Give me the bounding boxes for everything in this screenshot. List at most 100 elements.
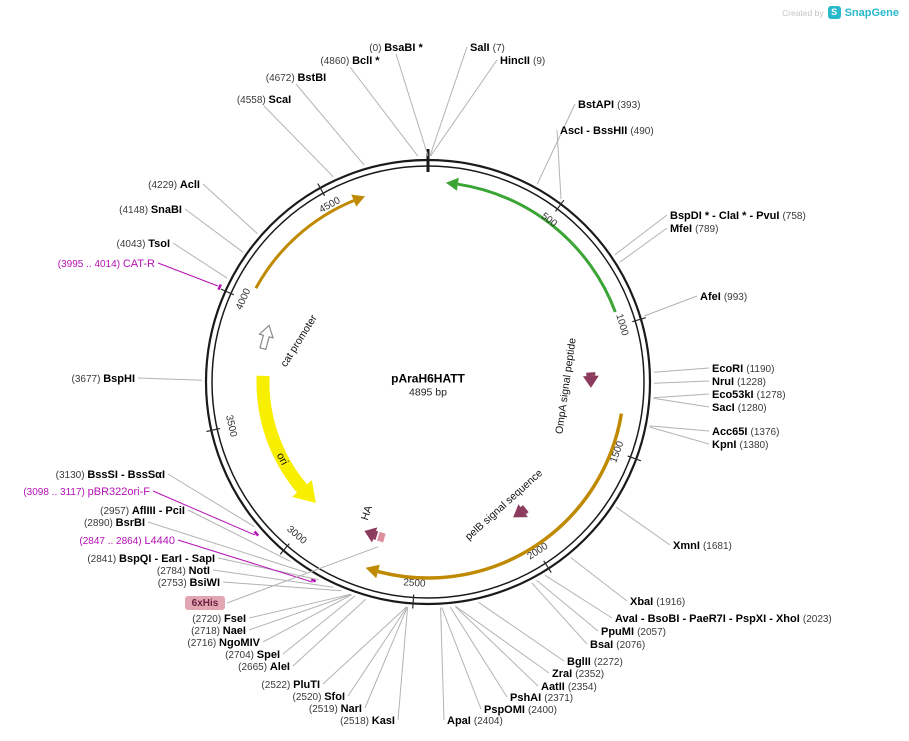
site-label-bstapi[interactable]: BstAPI (393) bbox=[578, 99, 640, 111]
site-label-kasi[interactable]: (2518) KasI bbox=[340, 715, 395, 727]
site-label-saci[interactable]: SacI (1280) bbox=[712, 402, 767, 414]
leader-line-avai-bsobi-paer7i-pspxi-xhoi bbox=[544, 574, 613, 619]
leader-line-l4440 bbox=[177, 539, 313, 583]
site-label-sfoi[interactable]: (2520) SfoI bbox=[293, 691, 345, 703]
leader-line-pluti bbox=[322, 606, 407, 685]
site-label-ecori[interactable]: EcoRI (1190) bbox=[712, 363, 774, 375]
site-label-aatii[interactable]: AatII (2354) bbox=[541, 681, 597, 693]
site-label-naei[interactable]: (2718) NaeI bbox=[191, 625, 246, 637]
site-label-acli[interactable]: (4229) AclI bbox=[148, 179, 200, 191]
his-tag-badge[interactable] bbox=[185, 596, 225, 610]
leader-line-bstbi bbox=[295, 83, 365, 166]
site-label-afliii-pcii[interactable]: (2957) AflIII - PciI bbox=[100, 505, 185, 517]
cat-cds-feature-arrowhead[interactable] bbox=[351, 194, 365, 207]
leader-line-spei bbox=[282, 595, 356, 655]
site-label-ppumi[interactable]: PpuMI (2057) bbox=[601, 626, 666, 638]
leader-line-sali bbox=[429, 46, 468, 157]
site-label-bglii[interactable]: BglII (2272) bbox=[567, 656, 623, 668]
site-label-alei[interactable]: (2665) AleI bbox=[238, 661, 290, 673]
site-label-kpni[interactable]: KpnI (1380) bbox=[712, 439, 768, 451]
feature-label-ori[interactable]: ori bbox=[274, 451, 290, 467]
feature-label-ha[interactable]: HA bbox=[359, 504, 375, 522]
leader-line-nari bbox=[364, 606, 408, 709]
his6-tag-feature[interactable] bbox=[377, 531, 386, 543]
site-label-pbr322ori-f[interactable]: (3098 .. 3117) pBR322ori-F bbox=[23, 486, 150, 498]
site-label-nrui[interactable]: NruI (1228) bbox=[712, 376, 766, 388]
site-label-zrai[interactable]: ZraI (2352) bbox=[552, 668, 604, 680]
feature-label-pelb-signal-sequence[interactable]: pelB signal sequence bbox=[463, 467, 545, 543]
feature-label-cat-promoter[interactable]: cat promoter bbox=[278, 312, 320, 369]
site-label-tsoi[interactable]: (4043) TsoI bbox=[117, 238, 170, 250]
site-label-pshai[interactable]: PshAI (2371) bbox=[510, 692, 573, 704]
his-tag-badge-label: 6xHis bbox=[192, 598, 219, 609]
site-label-acc65i[interactable]: Acc65I (1376) bbox=[712, 426, 779, 438]
site-label-noti[interactable]: (2784) NotI bbox=[157, 565, 210, 577]
site-label-nari[interactable]: (2519) NarI bbox=[309, 703, 362, 715]
leader-line-bspqi-eari-sapi bbox=[217, 557, 319, 581]
site-label-pluti[interactable]: (2522) PluTI bbox=[261, 679, 320, 691]
site-label-ngomiv[interactable]: (2716) NgoMIV bbox=[187, 637, 260, 649]
fusion-orf-feature[interactable] bbox=[377, 413, 624, 580]
site-label-bspqi-eari-sapi[interactable]: (2841) BspQI - EarI - SapI bbox=[87, 553, 215, 565]
leader-line-hincii bbox=[430, 59, 498, 157]
pelb-signal-sequence-feature-arrowhead[interactable] bbox=[513, 504, 528, 518]
ompa-signal-peptide-feature-arrowhead[interactable] bbox=[582, 375, 599, 388]
site-label-bsiwi[interactable]: (2753) BsiWI bbox=[158, 577, 220, 589]
tick-label: 3000 bbox=[284, 524, 308, 547]
feature-label-ompa-signal-peptide[interactable]: OmpA signal peptide bbox=[553, 337, 578, 435]
primer-pbr322ori-f-feature[interactable] bbox=[253, 530, 260, 537]
site-label-bspdi-clai-pvui[interactable]: BspDI * - ClaI * - PvuI (758) bbox=[670, 210, 806, 222]
site-label-spei[interactable]: (2704) SpeI bbox=[225, 649, 280, 661]
site-label-asci-bsshii[interactable]: AscI - BssHII (490) bbox=[560, 125, 654, 137]
site-label-fsei[interactable]: (2720) FseI bbox=[192, 613, 246, 625]
leader-line-bsphi bbox=[137, 377, 203, 381]
leader-line-asci-bsshii bbox=[556, 129, 562, 200]
tick-mark bbox=[317, 183, 326, 197]
site-label-xmni[interactable]: XmnI (1681) bbox=[673, 540, 732, 552]
site-label-bsrbi[interactable]: (2890) BsrBI bbox=[84, 517, 145, 529]
site-label-xbai[interactable]: XbaI (1916) bbox=[630, 596, 685, 608]
primer-cat-r-feature[interactable] bbox=[217, 283, 222, 291]
tick-label: 1000 bbox=[613, 313, 630, 338]
arac-cds-feature[interactable] bbox=[457, 182, 617, 313]
leader-line-nrui bbox=[653, 380, 710, 384]
tick-mark bbox=[220, 288, 234, 296]
leader-line-apai bbox=[440, 607, 445, 721]
leader-line-snabi bbox=[184, 208, 244, 253]
fusion-orf-feature-arrowhead[interactable] bbox=[365, 564, 380, 579]
watermark-created-by: Created by bbox=[782, 7, 824, 18]
ori-feature[interactable] bbox=[256, 375, 308, 493]
ha-tag-feature[interactable] bbox=[373, 530, 379, 540]
site-label-sali[interactable]: SalI (7) bbox=[470, 42, 505, 54]
site-label-scai[interactable]: (4558) ScaI bbox=[237, 94, 291, 106]
leader-line-bspdi-clai-pvui bbox=[614, 214, 668, 256]
cat-cds-feature[interactable] bbox=[254, 199, 355, 289]
site-label-cat-r[interactable]: (3995 .. 4014) CAT-R bbox=[58, 258, 155, 270]
ori-feature-arrowhead[interactable] bbox=[292, 480, 316, 503]
site-label-apai[interactable]: ApaI (2404) bbox=[447, 715, 503, 727]
site-label-afei[interactable]: AfeI (993) bbox=[700, 291, 747, 303]
site-label-eco53ki[interactable]: Eco53kI (1278) bbox=[712, 389, 786, 401]
leader-line-sfoi bbox=[347, 606, 408, 697]
site-label-bsabi[interactable]: (0) BsaBI * bbox=[369, 42, 423, 54]
tick-label: 2500 bbox=[403, 577, 426, 590]
site-label-bstbi[interactable]: (4672) BstBI bbox=[266, 72, 326, 84]
site-label-mfei[interactable]: MfeI (789) bbox=[670, 223, 718, 235]
site-label-bcli[interactable]: (4860) BclI * bbox=[320, 55, 380, 67]
site-label-snabi[interactable]: (4148) SnaBI bbox=[119, 204, 182, 216]
leader-line-xmni bbox=[615, 506, 671, 546]
site-label-l4440[interactable]: (2847 .. 2864) L4440 bbox=[79, 535, 175, 547]
site-label-bsai[interactable]: BsaI (2076) bbox=[590, 639, 645, 651]
site-label-avai-bsobi-paer7i-pspxi-xhoi[interactable]: AvaI - BsoBI - PaeR7I - PspXI - XhoI (20… bbox=[615, 613, 832, 625]
site-label-hincii[interactable]: HincII (9) bbox=[500, 55, 545, 67]
site-label-bsphi[interactable]: (3677) BspHI bbox=[72, 373, 135, 385]
leader-line-pshai bbox=[449, 606, 508, 698]
cat-promoter-arrow[interactable] bbox=[256, 324, 276, 351]
primer-l4440-feature[interactable] bbox=[310, 577, 317, 583]
site-label-pspomi[interactable]: PspOMI (2400) bbox=[484, 704, 557, 716]
arac-cds-feature-arrowhead[interactable] bbox=[445, 177, 459, 191]
ha-tag-feature-arrowhead[interactable] bbox=[364, 527, 378, 543]
pelb-signal-sequence-feature[interactable] bbox=[520, 505, 529, 515]
site-label-bsssi-bsss-i[interactable]: (3130) BssSI - BssSαI bbox=[56, 469, 165, 481]
